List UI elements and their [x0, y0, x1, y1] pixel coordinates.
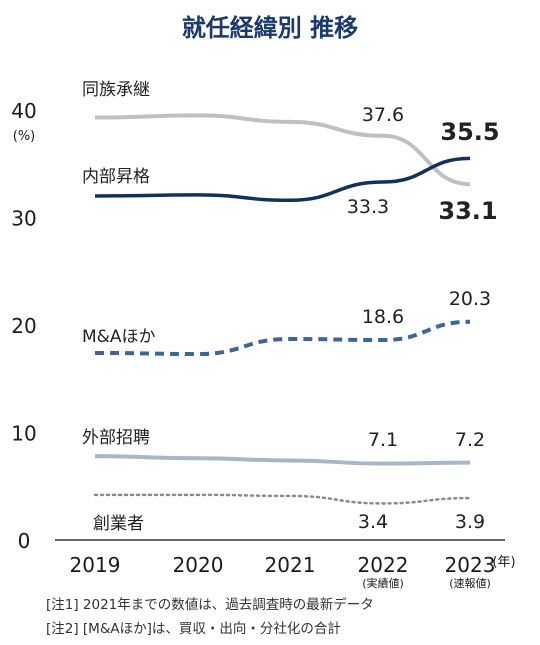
x-tick-label: 2022	[358, 553, 409, 577]
data-label: 3.4	[358, 511, 388, 533]
x-axis-unit: (年)	[492, 555, 515, 570]
series-name-label: 内部昇格	[82, 167, 150, 187]
y-tick-label: 40	[11, 99, 36, 123]
x-tick-sublabel: (実績値)	[362, 576, 404, 590]
y-tick-label: 0	[18, 529, 31, 553]
data-label: 3.9	[455, 511, 485, 533]
y-tick-label: 20	[11, 314, 36, 338]
series-name-label: 同族承継	[82, 80, 150, 100]
data-label: 33.1	[438, 197, 497, 225]
series-name-label: 創業者	[93, 514, 144, 534]
x-tick-label: 2021	[265, 553, 316, 577]
series-name-label: M&Aほか	[82, 327, 156, 347]
y-axis-unit: (%)	[13, 129, 36, 144]
data-label: 7.1	[368, 429, 398, 451]
data-label: 18.6	[362, 306, 404, 328]
series-line	[94, 319, 471, 357]
series-line	[94, 156, 471, 203]
data-label: 33.3	[347, 196, 389, 218]
series-name-label: 外部招聘	[82, 428, 150, 448]
series-line	[93, 493, 472, 505]
footnote: [注2] [M&Aほか]は、買収・出向・分社化の合計	[46, 621, 341, 637]
data-label: 35.5	[440, 118, 499, 146]
footnote: [注1] 2021年までの数値は、過去調査時の最新データ	[46, 596, 374, 613]
x-tick-label: 2020	[173, 553, 224, 577]
series-line	[94, 113, 471, 187]
x-tick-sublabel: (速報値)	[449, 577, 491, 590]
data-label: 37.6	[362, 104, 404, 126]
chart-title: 就任経緯別 推移	[182, 14, 358, 42]
y-tick-label: 10	[11, 422, 36, 446]
y-tick-label: 30	[11, 207, 36, 231]
data-label: 20.3	[449, 288, 491, 310]
x-tick-label: 2019	[70, 553, 121, 577]
data-label: 7.2	[455, 429, 485, 451]
x-tick-label: 2023	[445, 553, 496, 577]
series-line	[94, 454, 471, 466]
